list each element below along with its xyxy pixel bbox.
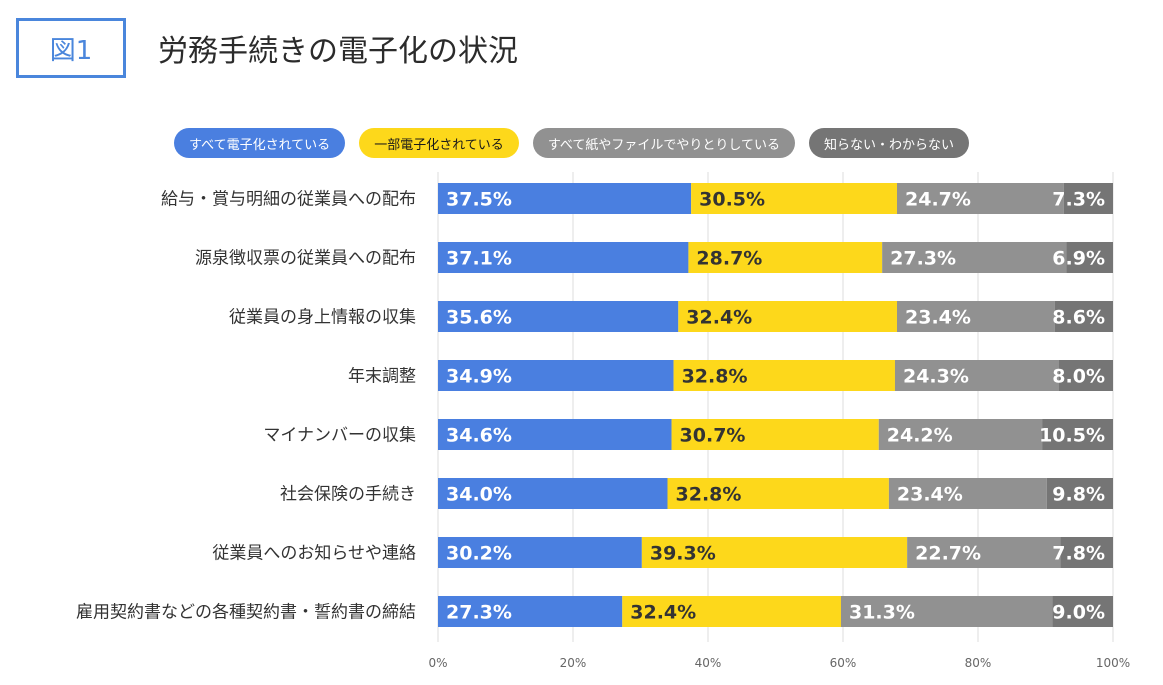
data-label: 7.8% [1052,543,1105,565]
bar-segment [888,478,1047,509]
category-label: マイナンバーの収集 [263,426,416,446]
data-label: 7.3% [1052,189,1105,211]
bar-segment [907,537,1061,568]
x-tick-label: 20% [560,656,587,670]
bar-segment [1059,360,1113,391]
data-label: 35.6% [446,307,512,329]
bar-segment [438,537,642,568]
category-label: 従業員の身上情報の収集 [229,308,416,328]
legend-item-all-paper: すべて紙やファイルでやりとりしている [532,128,795,158]
data-label: 34.9% [446,366,512,388]
bar-segment [438,478,668,509]
bar-segment [1054,301,1113,332]
bar-segment [678,301,897,332]
x-tick-label: 100% [1096,656,1130,670]
data-label: 28.7% [696,248,762,270]
figure-number-badge: 図1 [16,18,126,78]
figure-number: 図1 [49,35,93,66]
legend-item-all-electronic: すべて電子化されている [174,128,346,158]
page-title: 労務手続きの電子化の状況 [158,34,518,69]
bar-segment [840,596,1053,627]
data-label: 27.3% [446,602,512,624]
data-label: 31.3% [849,602,915,624]
x-tick-label: 80% [965,656,992,670]
x-tick-label: 40% [695,656,722,670]
category-label: 社会保険の手続き [280,485,416,505]
data-label: 10.5% [1039,425,1105,447]
data-label: 39.3% [650,543,716,565]
bar-segment [691,183,897,214]
category-label: 雇用契約書などの各種契約書・誓約書の締結 [76,603,416,623]
data-label: 8.0% [1052,366,1105,388]
bar-segment [438,183,692,214]
data-label: 30.7% [680,425,746,447]
data-label: 34.0% [446,484,512,506]
category-label: 従業員へのお知らせや連絡 [212,544,416,564]
bar-segment [1046,478,1113,509]
data-label: 30.5% [699,189,765,211]
bar-segment [1060,537,1113,568]
category-label: 給与・賞与明細の従業員への配布 [161,190,416,210]
data-label: 22.7% [915,543,981,565]
data-label: 32.4% [630,602,696,624]
bar-segment [671,419,879,450]
data-label: 27.3% [890,248,956,270]
category-label: 年末調整 [348,367,416,387]
data-label: 30.2% [446,543,512,565]
bar-segment [688,242,883,273]
bar-segment [641,537,908,568]
bar-segment [894,360,1059,391]
data-label: 24.7% [905,189,971,211]
bar-segment [1052,596,1113,627]
data-label: 24.3% [903,366,969,388]
x-tick-label: 0% [428,656,447,670]
bar-segment [897,183,1064,214]
data-label: 37.1% [446,248,512,270]
x-tick-label: 60% [830,656,857,670]
bar-segment [438,419,672,450]
bar-segment [882,242,1067,273]
data-label: 23.4% [905,307,971,329]
data-label: 37.5% [446,189,512,211]
bar-segment [878,419,1043,450]
legend-item-unknown: 知らない・わからない [809,128,970,158]
data-label: 23.4% [897,484,963,506]
data-label: 32.4% [686,307,752,329]
bar-segment [673,360,895,391]
bar-segment [667,478,889,509]
bar-segment [622,596,841,627]
bar-segment [438,596,623,627]
bar-segment [438,242,689,273]
data-label: 24.2% [887,425,953,447]
legend-item-partly-electronic: 一部電子化されている [359,128,519,158]
data-label: 9.0% [1052,602,1105,624]
category-label: 源泉徴収票の従業員への配布 [195,249,416,269]
bar-segment [438,360,674,391]
data-label: 6.9% [1052,248,1105,270]
data-label: 32.8% [676,484,742,506]
data-label: 34.6% [446,425,512,447]
data-label: 32.8% [682,366,748,388]
data-label: 8.6% [1052,307,1105,329]
bar-segment [897,301,1055,332]
bar-segment [1066,242,1113,273]
bar-segment [1042,419,1113,450]
chart-legend: すべて電子化されている 一部電子化されている すべて紙やファイルでやりとりしてい… [174,128,970,158]
data-label: 9.8% [1052,484,1105,506]
bar-segment [438,301,679,332]
bar-segment [1063,183,1113,214]
